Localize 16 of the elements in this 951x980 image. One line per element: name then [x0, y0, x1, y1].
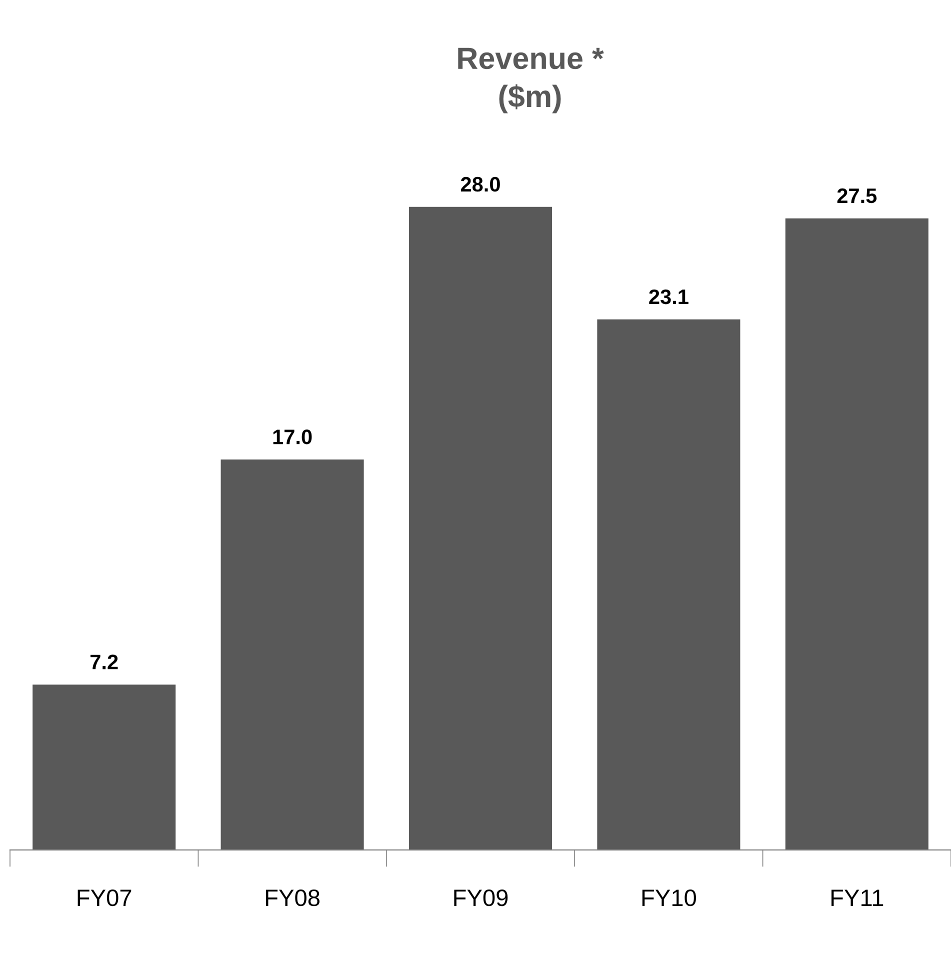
bar	[597, 319, 740, 850]
chart-title: Revenue * ($m)	[458, 48, 604, 114]
x-tick-label: FY08	[266, 889, 320, 906]
data-label: 28.0	[460, 176, 500, 192]
x-tick-label: FY11	[831, 890, 884, 906]
bar	[785, 218, 928, 850]
x-tick-label: FY07	[78, 889, 132, 906]
bar	[408, 206, 552, 850]
bar	[32, 684, 176, 850]
data-label: 23.1	[649, 289, 688, 304]
bar	[220, 460, 364, 850]
x-tick-label: FY10	[642, 889, 696, 906]
data-label: 7.2	[90, 654, 118, 670]
x-tick-label: FY09	[454, 889, 508, 906]
data-label: 17.0	[273, 430, 312, 444]
data-label: 27.5	[837, 188, 877, 204]
